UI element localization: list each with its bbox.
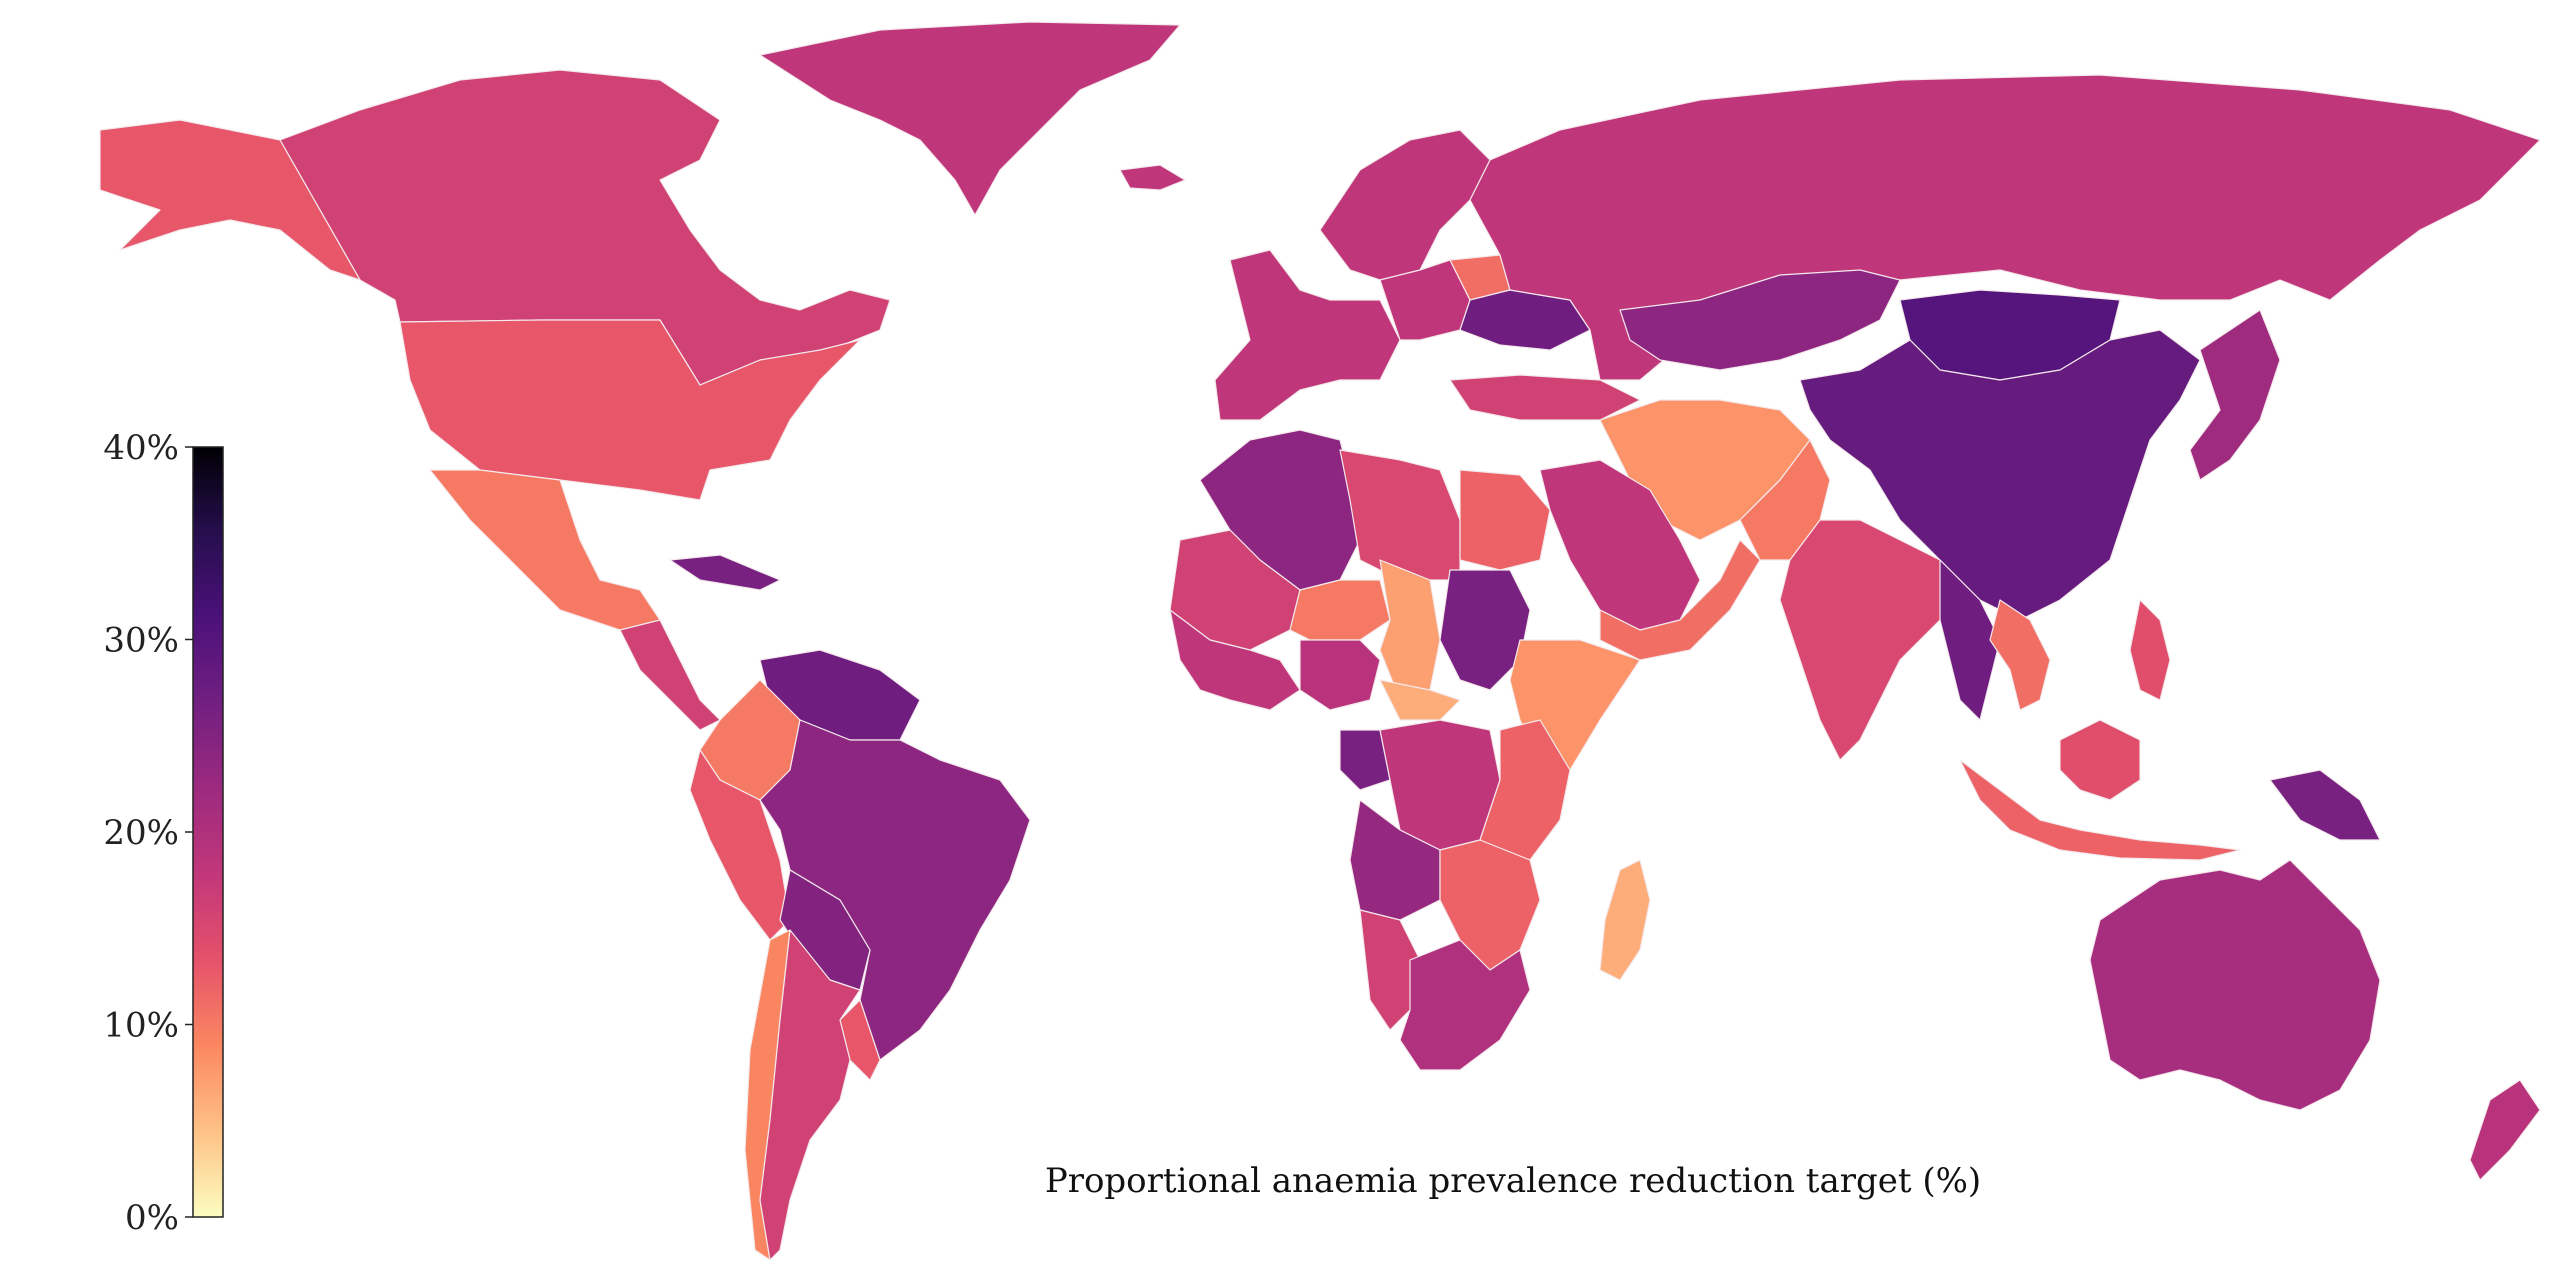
region-australia[interactable]: [2089, 859, 2381, 1111]
region-scandinavia[interactable]: [1319, 129, 1491, 281]
map-caption: Proportional anaemia prevalence reductio…: [1045, 1161, 1981, 1201]
region-alaska[interactable]: [99, 119, 361, 281]
region-borneo[interactable]: [2059, 719, 2141, 801]
region-pakistan[interactable]: [1739, 439, 1831, 561]
region-png[interactable]: [2269, 769, 2381, 841]
region-madagascar[interactable]: [1599, 859, 1651, 981]
region-mexico[interactable]: [429, 469, 661, 631]
region-indonesia[interactable]: [1959, 759, 2241, 861]
region-car[interactable]: [1379, 679, 1461, 721]
region-china[interactable]: [1799, 329, 2201, 621]
region-india[interactable]: [1779, 519, 1961, 761]
region-argentina[interactable]: [759, 929, 861, 1261]
colorbar-tick-label: 40%: [103, 428, 179, 468]
region-new-zealand[interactable]: [2469, 1079, 2541, 1181]
region-peru[interactable]: [689, 749, 791, 941]
region-chad[interactable]: [1379, 559, 1441, 701]
region-brazil[interactable]: [759, 719, 1031, 1061]
region-philippines[interactable]: [2129, 599, 2171, 701]
colorbar-tick-label: 30%: [103, 621, 179, 661]
region-egypt[interactable]: [1459, 469, 1551, 571]
region-niger[interactable]: [1289, 579, 1391, 641]
region-south-africa[interactable]: [1399, 939, 1531, 1071]
region-west-africa[interactable]: [1169, 609, 1301, 711]
region-libya[interactable]: [1339, 449, 1461, 581]
region-turkey[interactable]: [1449, 374, 1641, 421]
colorbar-ticks: 0% 10% 20% 30% 40%: [103, 428, 193, 1238]
colorbar: 0% 10% 20% 30% 40%: [103, 428, 224, 1238]
region-nigeria[interactable]: [1299, 639, 1381, 711]
region-angola[interactable]: [1349, 799, 1441, 921]
region-gabon-congo[interactable]: [1339, 729, 1391, 791]
region-sudan[interactable]: [1439, 569, 1531, 691]
colorbar-gradient: [192, 446, 224, 1218]
region-vietnam-laos[interactable]: [1989, 599, 2051, 711]
region-japan[interactable]: [2189, 309, 2281, 481]
region-yemen-oman[interactable]: [1599, 539, 1761, 661]
region-western-europe[interactable]: [1214, 249, 1401, 421]
colorbar-tick-label: 20%: [103, 813, 179, 853]
region-central-america[interactable]: [619, 619, 721, 731]
colorbar-tick-label: 10%: [103, 1006, 179, 1046]
region-kazakhstan[interactable]: [1619, 269, 1901, 371]
region-myanmar-thailand[interactable]: [1939, 559, 2001, 721]
colorbar-tick-label: 0%: [125, 1198, 179, 1238]
region-iceland[interactable]: [1119, 164, 1186, 191]
region-caribbean[interactable]: [669, 554, 781, 591]
region-united-states[interactable]: [399, 319, 861, 501]
region-greenland[interactable]: [759, 21, 1181, 216]
country-layer: [99, 21, 2541, 1261]
